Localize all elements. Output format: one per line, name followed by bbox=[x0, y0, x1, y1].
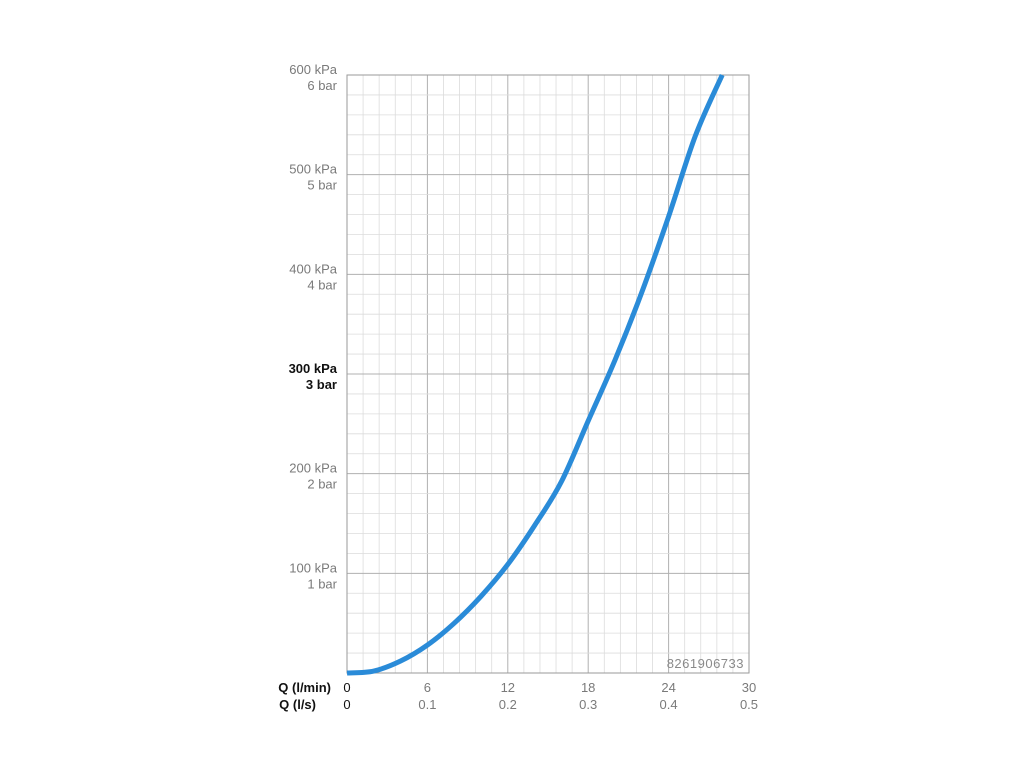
x-tick-label-lmin: 18 bbox=[581, 680, 595, 695]
x-axis-ticks: 0 6 12 18 24 30 0 0.1 0.2 0.3 0.4 0.5 bbox=[343, 680, 758, 712]
x-tick-label-ls: 0.3 bbox=[579, 697, 597, 712]
pressure-loss-curve bbox=[346, 73, 725, 676]
x-tick-label-lmin: 24 bbox=[661, 680, 675, 695]
plot-frame bbox=[346, 74, 750, 674]
y-tick-label-kpa: 400 kPa bbox=[289, 261, 337, 276]
y-tick-label-kpa: 600 kPa bbox=[289, 62, 337, 77]
x-tick-label-lmin: 30 bbox=[742, 680, 756, 695]
y-tick-label-kpa: 500 kPa bbox=[289, 162, 337, 177]
product-code-label: 8261906733 bbox=[667, 656, 744, 671]
x-tick-label-ls: 0.1 bbox=[418, 697, 436, 712]
series-layer bbox=[346, 73, 725, 676]
x-tick-label-lmin: 0 bbox=[343, 680, 350, 695]
y-tick-label-bar: 6 bar bbox=[307, 78, 337, 93]
x-tick-label-ls: 0 bbox=[343, 697, 350, 712]
y-tick-label-bar: 4 bar bbox=[307, 277, 337, 292]
y-tick-label-bar: 2 bar bbox=[307, 477, 337, 492]
y-tick-label-kpa: 300 kPa bbox=[289, 361, 338, 376]
y-tick-label-bar: 5 bar bbox=[307, 178, 337, 193]
y-tick-label-bar: 1 bar bbox=[307, 576, 337, 591]
x-tick-label-ls: 0.2 bbox=[499, 697, 517, 712]
x-tick-label-ls: 0.5 bbox=[740, 697, 758, 712]
x-axis-title-ls: Q (l/s) bbox=[279, 697, 316, 712]
x-axis-title-lmin: Q (l/min) bbox=[278, 680, 331, 695]
y-tick-label-bar: 3 bar bbox=[306, 377, 337, 392]
x-tick-label-ls: 0.4 bbox=[660, 697, 678, 712]
y-tick-label-kpa: 100 kPa bbox=[289, 560, 337, 575]
y-tick-label-kpa: 200 kPa bbox=[289, 461, 337, 476]
x-tick-label-lmin: 6 bbox=[424, 680, 431, 695]
grid bbox=[346, 74, 750, 674]
x-tick-label-lmin: 12 bbox=[501, 680, 515, 695]
